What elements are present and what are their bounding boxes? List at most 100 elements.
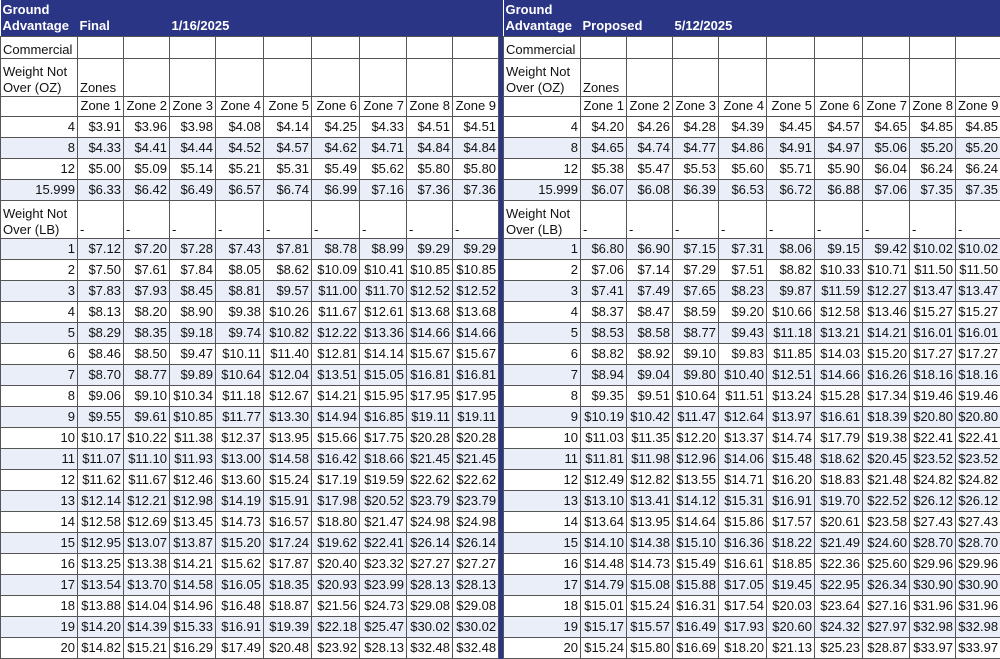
price: $5.20: [909, 136, 956, 159]
weight: 10: [0, 426, 78, 449]
price: $22.18: [311, 615, 360, 638]
price: $14.82: [77, 636, 124, 659]
price: $4.44: [169, 136, 216, 159]
price: $15.08: [626, 573, 673, 596]
price: $4.77: [672, 136, 719, 159]
price: $4.84: [451, 136, 500, 159]
empty-cell: [311, 57, 360, 97]
price: $22.36: [814, 552, 863, 575]
price: $9.55: [77, 405, 124, 428]
lb-row: 7 $8.70 $8.77 $9.89 $10.64 $12.04 $13.51 $15.05…: [0, 363, 500, 386]
price: $27.27: [406, 552, 453, 575]
price: $14.71: [718, 468, 767, 491]
weight: 7: [503, 363, 581, 386]
price: $7.06: [580, 258, 627, 281]
price: $8.92: [626, 342, 673, 365]
zone-header: Zone 9: [954, 95, 1000, 117]
price: $10.66: [766, 300, 815, 323]
weight: 11: [0, 447, 78, 470]
price: $5.00: [77, 157, 124, 180]
weight: 15.999: [503, 178, 581, 201]
price: $12.61: [359, 300, 407, 323]
header-row: Ground Advantage Final 1/16/2025: [0, 0, 499, 36]
price: $28.13: [359, 636, 407, 659]
price: $18.62: [814, 447, 863, 470]
price: $4.74: [626, 136, 673, 159]
price: $26.14: [451, 531, 500, 554]
price: $13.36: [359, 321, 407, 344]
price: $12.27: [862, 279, 910, 302]
price: $13.68: [406, 300, 453, 323]
price: $18.20: [718, 636, 767, 659]
price: $10.17: [77, 426, 124, 449]
price: $15.86: [718, 510, 767, 533]
price: $15.05: [359, 363, 407, 386]
empty-cell: [672, 57, 719, 97]
price: $24.73: [359, 594, 407, 617]
price: $23.99: [359, 573, 407, 596]
price: $4.25: [311, 115, 360, 138]
weight: 17: [503, 573, 581, 596]
price: $8.94: [580, 363, 627, 386]
status: Final: [77, 0, 170, 36]
price: $15.28: [814, 384, 863, 407]
price: $7.35: [909, 178, 956, 201]
lb-row: 17 $13.54 $13.70 $14.58 $16.05 $18.35 $20.93 $2…: [0, 573, 500, 596]
price: $33.97: [909, 636, 956, 659]
price: $29.08: [451, 594, 500, 617]
price: $19.46: [954, 384, 1000, 407]
price: $14.94: [311, 405, 360, 428]
price: $15.20: [862, 342, 910, 365]
price: $6.53: [718, 178, 767, 201]
price: $4.97: [814, 136, 863, 159]
price: $11.59: [814, 279, 863, 302]
zone-header: Zone 1: [77, 95, 124, 117]
price: $26.12: [909, 489, 956, 512]
price: $8.45: [169, 279, 216, 302]
price: $10.85: [451, 258, 500, 281]
zones-label: Zones: [77, 57, 124, 97]
price: $16.91: [766, 489, 815, 512]
price: $3.98: [169, 115, 216, 138]
lb-row: 19 $15.17 $15.57 $16.49 $17.93 $20.60 $24.32 $2…: [503, 615, 1000, 638]
weight: 12: [503, 157, 581, 180]
price: $8.62: [263, 258, 312, 281]
price: $9.15: [814, 237, 863, 260]
price: $4.65: [862, 115, 910, 138]
price: $4.14: [263, 115, 312, 138]
zone-header: Zone 3: [672, 95, 719, 117]
price: $4.57: [263, 136, 312, 159]
weight: 8: [503, 384, 581, 407]
price: $8.13: [77, 300, 124, 323]
dash: -: [626, 199, 673, 239]
price: $15.88: [672, 573, 719, 596]
price: $24.98: [451, 510, 500, 533]
price: $19.62: [311, 531, 360, 554]
lb-row: 15 $14.10 $14.38 $15.10 $16.36 $18.22 $21.49 $2…: [503, 531, 1000, 554]
price: $16.29: [169, 636, 216, 659]
price: $33.97: [954, 636, 1000, 659]
price: $24.60: [862, 531, 910, 554]
price: $15.10: [672, 531, 719, 554]
price: $16.42: [311, 447, 360, 470]
price: $22.41: [909, 426, 956, 449]
price: $21.47: [359, 510, 407, 533]
dash: -: [169, 199, 216, 239]
price: $4.62: [311, 136, 360, 159]
price: $7.65: [672, 279, 719, 302]
price: $8.37: [580, 300, 627, 323]
price: $23.79: [406, 489, 453, 512]
price: $16.49: [672, 615, 719, 638]
price: $3.96: [123, 115, 170, 138]
price: $10.09: [311, 258, 360, 281]
price: $15.49: [672, 552, 719, 575]
price: $29.96: [954, 552, 1000, 575]
lb-row: 19 $14.20 $14.39 $15.33 $16.91 $19.39 $22.18 $2…: [0, 615, 500, 638]
price: $14.74: [766, 426, 815, 449]
price: $30.90: [909, 573, 956, 596]
price: $9.61: [123, 405, 170, 428]
empty-cell: [263, 57, 312, 97]
dash: -: [215, 199, 264, 239]
price: $16.26: [862, 363, 910, 386]
price: $18.85: [766, 552, 815, 575]
